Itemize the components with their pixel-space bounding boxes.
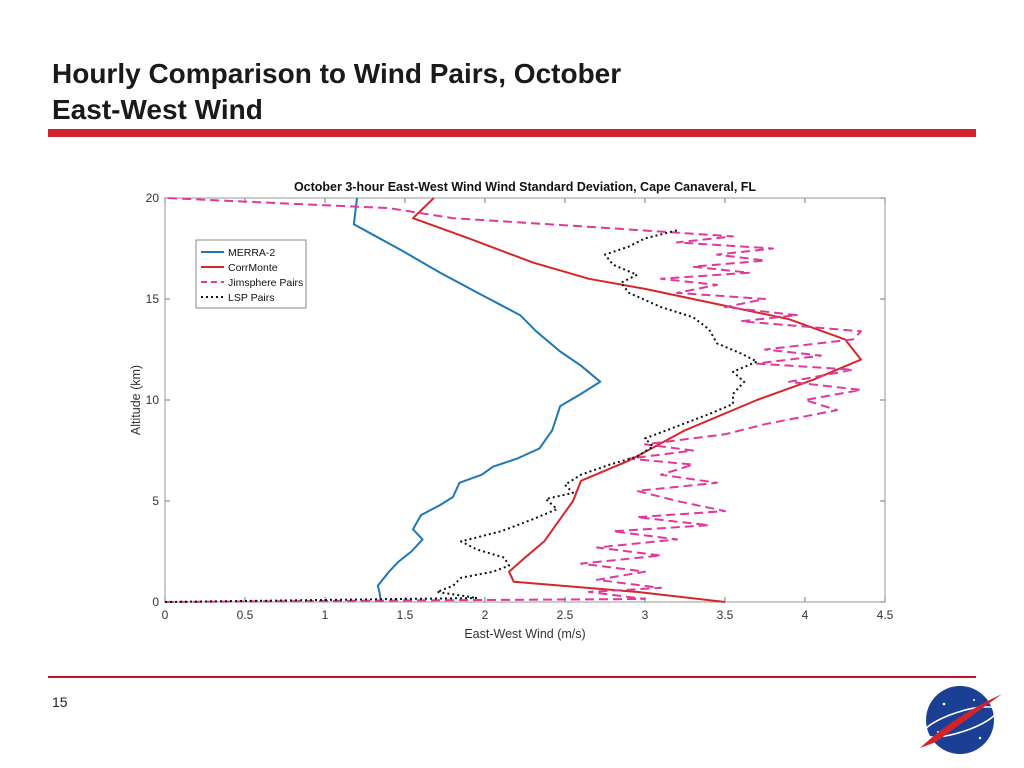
legend-label: LSP Pairs bbox=[228, 292, 275, 304]
page-number: 15 bbox=[52, 694, 68, 710]
slide-title-line1: Hourly Comparison to Wind Pairs, October bbox=[52, 58, 622, 89]
nasa-meatball-icon bbox=[920, 686, 1002, 754]
x-tick-label: 2.5 bbox=[557, 608, 574, 622]
y-tick-label: 0 bbox=[152, 595, 159, 609]
footer-rule bbox=[48, 676, 976, 678]
legend-label: Jimsphere Pairs bbox=[228, 277, 303, 289]
slide-title: Hourly Comparison to Wind Pairs, October… bbox=[52, 56, 952, 128]
legend-label: MERRA-2 bbox=[228, 247, 275, 259]
x-tick-label: 4 bbox=[802, 608, 809, 622]
y-tick-label: 5 bbox=[152, 494, 159, 508]
slide-title-line2: East-West Wind bbox=[52, 94, 263, 125]
y-tick-label: 10 bbox=[146, 393, 160, 407]
x-tick-label: 3 bbox=[642, 608, 649, 622]
series-line-corrmonte bbox=[412, 197, 862, 603]
series-line-merra-2 bbox=[352, 197, 602, 603]
x-axis-label: East-West Wind (m/s) bbox=[464, 627, 585, 641]
chart-svg: October 3-hour East-West Wind Wind Stand… bbox=[129, 180, 894, 641]
x-tick-label: 1 bbox=[322, 608, 329, 622]
x-tick-label: 2 bbox=[482, 608, 489, 622]
legend: MERRA-2 CorrMonte Jimsphere Pairs LSP Pairs bbox=[195, 239, 307, 309]
series-line-jimsphere-pairs bbox=[164, 197, 862, 603]
series-layer bbox=[164, 197, 862, 603]
x-tick-label: 0 bbox=[162, 608, 169, 622]
title-underline bbox=[48, 129, 976, 137]
x-tick-label: 1.5 bbox=[397, 608, 414, 622]
y-tick-label: 15 bbox=[146, 292, 160, 306]
tick-layer: 0 0.5 1 1.5 2 2.5 3 3.5 4 4.5 0 5 10 15 20 bbox=[146, 191, 894, 622]
chart-title: October 3-hour East-West Wind Wind Stand… bbox=[294, 180, 756, 194]
x-tick-label: 3.5 bbox=[717, 608, 734, 622]
nasa-logo bbox=[914, 682, 1006, 758]
legend-label: CorrMonte bbox=[228, 262, 278, 274]
y-axis-label: Altitude (km) bbox=[129, 365, 143, 435]
x-tick-label: 4.5 bbox=[877, 608, 894, 622]
x-tick-label: 0.5 bbox=[237, 608, 254, 622]
wind-chart: October 3-hour East-West Wind Wind Stand… bbox=[120, 168, 910, 648]
y-tick-label: 20 bbox=[146, 191, 160, 205]
